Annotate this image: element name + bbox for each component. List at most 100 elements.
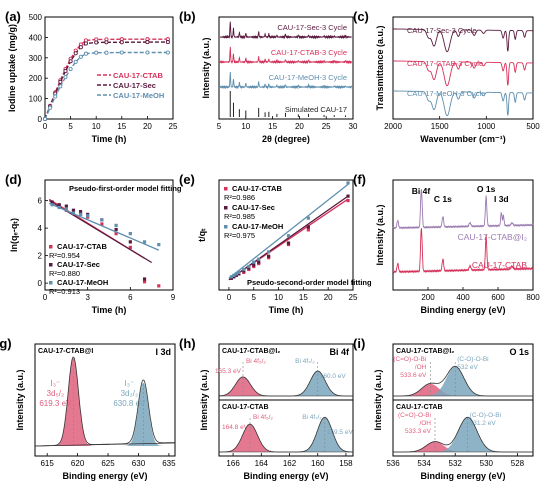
peak-label: Bi 4f₇/₂ (295, 358, 315, 365)
x-tick-label-i: 532 (449, 459, 463, 468)
x-tick-label-g: 625 (101, 459, 115, 468)
ylabel-h: Intensity (a.u.) (199, 369, 209, 430)
ftir-spectrum-0 (393, 28, 533, 53)
x-tick-label-b: 15 (268, 122, 277, 131)
peak-label: I 3d (494, 194, 509, 204)
data-point (252, 263, 256, 267)
data-point (64, 204, 68, 208)
data-point (232, 273, 236, 277)
y-tick-label-a: 100 (29, 95, 43, 104)
ftir-spectrum-1 (393, 60, 533, 87)
peak-label: Bi 4f₇/₂ (302, 414, 322, 421)
ftir-label-0: CAU-17-Sec-3 Cycle (407, 26, 477, 35)
ftir-spectrum-2 (393, 90, 533, 117)
data-point (78, 212, 83, 216)
data-point (83, 51, 89, 56)
data-point (78, 54, 83, 59)
data-point (63, 69, 68, 74)
x-tick-label-d: 6 (128, 293, 133, 302)
xps-survey-1 (392, 228, 534, 274)
data-point (114, 227, 118, 232)
panel-label-e: (e) (179, 172, 195, 187)
peak-energy: 619.3 eV (39, 399, 72, 408)
data-point (68, 66, 73, 72)
x-tick-label-b: 20 (295, 122, 304, 131)
xlabel-d: Time (h) (92, 305, 127, 315)
data-point (71, 211, 76, 215)
xlabel-g: Binding energy (eV) (62, 471, 147, 481)
x-tick-label-d: 0 (43, 293, 48, 302)
x-tick-label-c: 1500 (431, 122, 449, 131)
data-point (237, 270, 241, 274)
x-tick-label-e: 20 (324, 293, 333, 302)
fit-annotation-e: Pseudo-second-order model fitting (247, 278, 372, 287)
panel-d: (d) Time (h) ln(qₑ-qₜ) 0 3 6 9 0 2 4 6 Pseudo-first… (5, 172, 182, 315)
ylabel-a: Iodine uptake (mg/g) (7, 24, 17, 112)
xrd-pattern-2 (219, 71, 353, 90)
data-point (104, 40, 109, 45)
ftir-label-1: CAU-17-CTAB-3 Cycle (407, 59, 483, 68)
region-label: O 1s (509, 347, 529, 357)
data-point (252, 260, 256, 264)
legend-marker (224, 206, 228, 210)
data-point (128, 232, 132, 236)
data-point (83, 41, 89, 46)
data-point (119, 50, 124, 55)
fitted-peak (219, 424, 293, 452)
x-tick-label-f: 600 (491, 293, 505, 302)
panel-label-f: (f) (353, 172, 366, 187)
x-tick-label-b: 30 (349, 122, 358, 131)
peak-label-2: /OH (415, 364, 427, 371)
y-tick-label-a: 0 (38, 115, 43, 124)
data-point (104, 50, 109, 55)
x-tick-label-h: 164 (255, 459, 269, 468)
xrd-pattern-0 (219, 21, 352, 40)
x-tick-label-b: 10 (241, 122, 250, 131)
data-point (229, 275, 234, 279)
x-tick-label-i: 530 (480, 459, 494, 468)
panel-label-h: (h) (179, 336, 196, 351)
xps-survey-0 (392, 189, 534, 230)
peak-energy: 533.6 eV (400, 372, 427, 379)
fitted-peak (275, 371, 353, 396)
y-tick-label-d: 2 (38, 252, 43, 261)
peak-label: (C=O)-O-Bi (393, 356, 426, 363)
data-point (306, 228, 310, 232)
data-point (42, 116, 48, 122)
legend-marker (224, 225, 228, 229)
fitted-peak (119, 382, 168, 446)
region-label: I 3d (155, 347, 171, 357)
ylabel-c: Transmittance (a.u.) (375, 25, 385, 110)
y-tick-label-a: 500 (29, 13, 43, 22)
x-tick-label-a: 20 (143, 122, 152, 131)
r2-value: R²=0.880 (49, 269, 80, 278)
y-tick-label-d: 0 (38, 279, 43, 288)
data-point (58, 84, 63, 89)
data-point (157, 284, 161, 288)
panel-label-d: (d) (5, 172, 22, 187)
x-tick-label-a: 15 (117, 122, 126, 131)
legend-label: CAU-17-CTAB (232, 184, 282, 193)
data-point (86, 214, 90, 218)
fit-line (228, 183, 349, 279)
x-tick-label-b: 25 (322, 122, 331, 131)
data-point (100, 222, 104, 226)
x-tick-label-g: 620 (71, 459, 85, 468)
panel-e: (e) Time (h) t/qₜ 0 5 10 15 20 25 Pseudo-second-o… (179, 172, 372, 315)
peak-energy: 165.3 eV (215, 368, 242, 375)
xrd-label-0: CAU-17-Sec-3 Cycle (277, 23, 347, 32)
x-tick-label-c: 500 (526, 122, 540, 131)
peak-species: I₃⁻ (50, 379, 60, 388)
survey-label-1: CAU-17-CTAB (472, 260, 527, 270)
xrd-pattern-1 (219, 46, 353, 65)
data-point (119, 40, 124, 45)
legend-label: CAU-17-CTAB (57, 242, 107, 251)
data-point (142, 277, 147, 281)
data-point (306, 216, 310, 220)
x-tick-label-a: 10 (92, 122, 101, 131)
data-point (142, 280, 147, 284)
data-point (63, 75, 68, 80)
peak-species: I₃⁻ (124, 379, 134, 388)
plot-frame-b (218, 16, 354, 120)
sample-label: CAU-17-CTAB (396, 404, 443, 411)
